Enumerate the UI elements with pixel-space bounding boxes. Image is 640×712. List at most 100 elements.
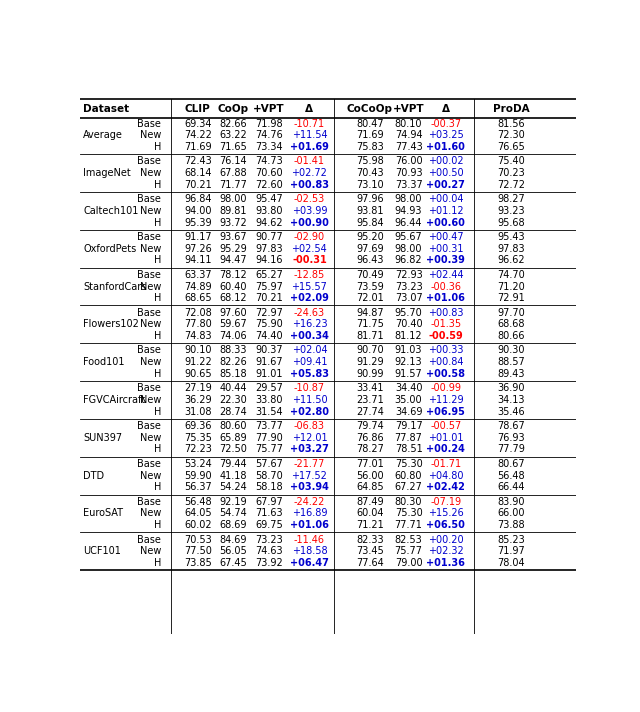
Text: +12.01: +12.01: [292, 433, 327, 443]
Text: 75.98: 75.98: [356, 157, 384, 167]
Text: 73.92: 73.92: [255, 558, 283, 568]
Text: New: New: [140, 357, 161, 367]
Text: 66.00: 66.00: [497, 508, 525, 518]
Text: 72.23: 72.23: [184, 444, 212, 454]
Text: New: New: [140, 130, 161, 140]
Text: 97.83: 97.83: [255, 244, 283, 253]
Text: 72.30: 72.30: [497, 130, 525, 140]
Text: -10.71: -10.71: [294, 119, 325, 129]
Text: 88.33: 88.33: [220, 345, 247, 355]
Text: +VPT: +VPT: [253, 103, 285, 113]
Text: 71.69: 71.69: [356, 130, 383, 140]
Text: OxfordPets: OxfordPets: [83, 244, 136, 253]
Text: 90.70: 90.70: [356, 345, 383, 355]
Text: +00.27: +00.27: [426, 180, 465, 190]
Text: 40.44: 40.44: [220, 383, 247, 393]
Text: 77.90: 77.90: [255, 433, 283, 443]
Text: New: New: [140, 546, 161, 556]
Text: 36.29: 36.29: [184, 395, 212, 405]
Text: 57.67: 57.67: [255, 459, 283, 469]
Text: New: New: [140, 395, 161, 405]
Text: 71.97: 71.97: [497, 546, 525, 556]
Text: 68.68: 68.68: [497, 320, 525, 330]
Text: +02.32: +02.32: [428, 546, 463, 556]
Text: 97.70: 97.70: [497, 308, 525, 318]
Text: 34.69: 34.69: [395, 407, 422, 417]
Text: 73.07: 73.07: [395, 293, 422, 303]
Text: 74.06: 74.06: [220, 331, 247, 341]
Text: 91.17: 91.17: [184, 232, 212, 242]
Text: 70.40: 70.40: [395, 320, 422, 330]
Text: 75.35: 75.35: [184, 433, 212, 443]
Text: H: H: [154, 293, 161, 303]
Text: New: New: [140, 281, 161, 292]
Text: 58.18: 58.18: [255, 482, 283, 492]
Text: +00.47: +00.47: [428, 232, 463, 242]
Text: Δ: Δ: [305, 103, 314, 113]
Text: 89.81: 89.81: [220, 206, 247, 216]
Text: +00.39: +00.39: [426, 256, 465, 266]
Text: 73.59: 73.59: [356, 281, 384, 292]
Text: 98.00: 98.00: [395, 194, 422, 204]
Text: New: New: [140, 471, 161, 481]
Text: 56.37: 56.37: [184, 482, 212, 492]
Text: SUN397: SUN397: [83, 433, 122, 443]
Text: +00.34: +00.34: [290, 331, 329, 341]
Text: 64.05: 64.05: [184, 508, 212, 518]
Text: +11.50: +11.50: [292, 395, 327, 405]
Text: 80.60: 80.60: [220, 421, 247, 431]
Text: 73.23: 73.23: [255, 535, 283, 545]
Text: +00.24: +00.24: [426, 444, 465, 454]
Text: -21.77: -21.77: [294, 459, 325, 469]
Text: 56.48: 56.48: [497, 471, 525, 481]
Text: 95.43: 95.43: [497, 232, 525, 242]
Text: 82.53: 82.53: [395, 535, 422, 545]
Text: 77.87: 77.87: [395, 433, 422, 443]
Text: +06.95: +06.95: [426, 407, 465, 417]
Text: 73.10: 73.10: [356, 180, 383, 190]
Text: Base: Base: [138, 459, 161, 469]
Text: 77.79: 77.79: [497, 444, 525, 454]
Text: +00.58: +00.58: [426, 369, 465, 379]
Text: 33.80: 33.80: [255, 395, 283, 405]
Text: 23.71: 23.71: [356, 395, 384, 405]
Text: 72.60: 72.60: [255, 180, 283, 190]
Text: 78.27: 78.27: [356, 444, 384, 454]
Text: Average: Average: [83, 130, 123, 140]
Text: +05.83: +05.83: [290, 369, 329, 379]
Text: +00.84: +00.84: [428, 357, 463, 367]
Text: 67.27: 67.27: [395, 482, 422, 492]
Text: 94.16: 94.16: [255, 256, 283, 266]
Text: New: New: [140, 244, 161, 253]
Text: 72.01: 72.01: [356, 293, 384, 303]
Text: -02.90: -02.90: [294, 232, 325, 242]
Text: 78.67: 78.67: [497, 421, 525, 431]
Text: +00.33: +00.33: [428, 345, 463, 355]
Text: 73.85: 73.85: [184, 558, 212, 568]
Text: +VPT: +VPT: [393, 103, 424, 113]
Text: 83.90: 83.90: [497, 497, 525, 507]
Text: 79.44: 79.44: [220, 459, 247, 469]
Text: -00.99: -00.99: [430, 383, 461, 393]
Text: 31.54: 31.54: [255, 407, 283, 417]
Text: +02.44: +02.44: [428, 270, 463, 280]
Text: 97.83: 97.83: [497, 244, 525, 253]
Text: -01.35: -01.35: [430, 320, 461, 330]
Text: 77.01: 77.01: [356, 459, 384, 469]
Text: -02.53: -02.53: [294, 194, 325, 204]
Text: 75.77: 75.77: [395, 546, 422, 556]
Text: 74.73: 74.73: [255, 157, 283, 167]
Text: 85.23: 85.23: [497, 535, 525, 545]
Text: -11.46: -11.46: [294, 535, 325, 545]
Text: 96.84: 96.84: [184, 194, 212, 204]
Text: 92.13: 92.13: [395, 357, 422, 367]
Text: 71.65: 71.65: [220, 142, 247, 152]
Text: 76.93: 76.93: [497, 433, 525, 443]
Text: 75.90: 75.90: [255, 320, 283, 330]
Text: 91.01: 91.01: [255, 369, 283, 379]
Text: 81.12: 81.12: [395, 331, 422, 341]
Text: Base: Base: [138, 421, 161, 431]
Text: 75.30: 75.30: [395, 459, 422, 469]
Text: 56.00: 56.00: [356, 471, 383, 481]
Text: 34.13: 34.13: [497, 395, 525, 405]
